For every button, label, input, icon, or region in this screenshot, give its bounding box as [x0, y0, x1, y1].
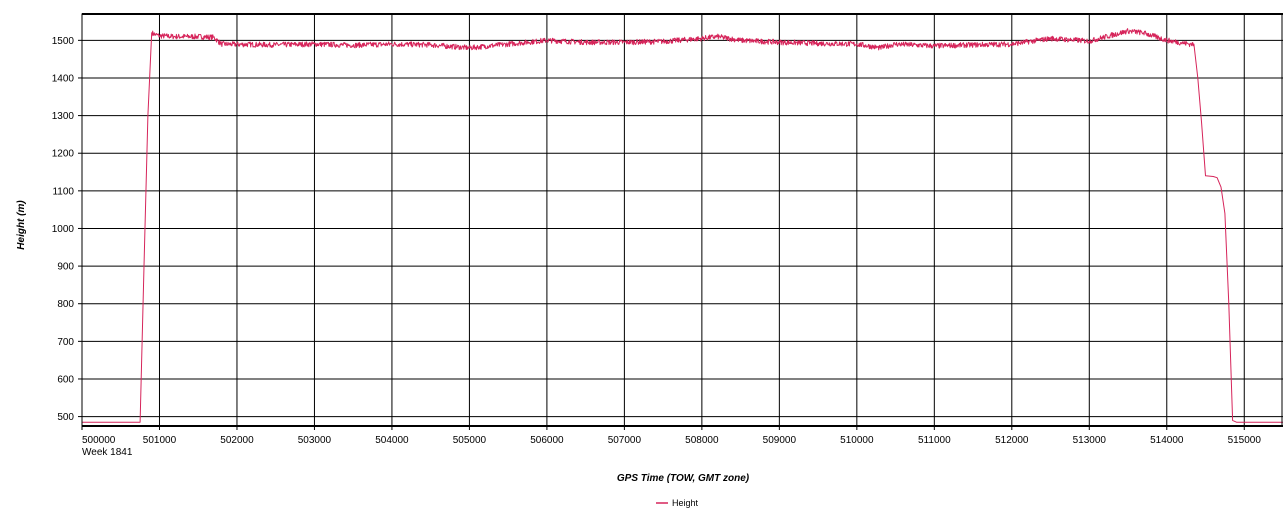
grid-layer: [78, 14, 1283, 430]
y-axis-title: Height (m): [16, 200, 27, 250]
x-tick-label: 515000: [1228, 435, 1262, 446]
x-tick-label: 514000: [1150, 435, 1184, 446]
x-tick-label: 505000: [453, 435, 487, 446]
x-tick-label: 510000: [840, 435, 874, 446]
x-tick-label: 509000: [763, 435, 797, 446]
x-tick-labels: 500000 501000 502000 503000 504000 505000 5060…: [82, 435, 1261, 446]
y-tick-label: 800: [57, 299, 74, 310]
series-layer: [82, 28, 1283, 423]
y-tick-label: 1000: [52, 224, 75, 235]
y-tick-label: 500: [57, 412, 74, 423]
x-tick-label: 503000: [298, 435, 332, 446]
y-tick-label: 700: [57, 337, 74, 348]
y-tick-label: 1300: [52, 111, 75, 122]
legend: Height: [656, 498, 699, 508]
x-tick-label: 504000: [375, 435, 409, 446]
x-tick-label: 513000: [1073, 435, 1107, 446]
x-tick-label: 500000: [82, 435, 116, 446]
x-axis-title: GPS Time (TOW, GMT zone): [617, 473, 750, 484]
x-tick-label: 511000: [918, 435, 951, 446]
y-tick-label: 1100: [52, 186, 74, 197]
x-tick-label: 512000: [995, 435, 1029, 446]
legend-label-height: Height: [672, 498, 699, 508]
plot-frame: [81, 13, 1283, 427]
x-tick-label: 502000: [220, 435, 254, 446]
x-tick-label: 508000: [685, 435, 719, 446]
x-tick-label: 501000: [143, 435, 177, 446]
series-line-height: [82, 28, 1283, 423]
y-tick-label: 900: [57, 262, 74, 273]
y-tick-label: 1200: [52, 149, 75, 160]
x-tick-label: 506000: [530, 435, 564, 446]
y-tick-labels: 500 600 700 800 900 1000 1100 1200 1300 1400 1500: [52, 36, 75, 423]
y-tick-label: 600: [57, 374, 74, 385]
x-axis-week-label: Week 1841: [82, 447, 133, 458]
x-tick-label: 507000: [608, 435, 642, 446]
y-tick-label: 1500: [52, 36, 75, 47]
y-tick-label: 1400: [52, 73, 75, 84]
